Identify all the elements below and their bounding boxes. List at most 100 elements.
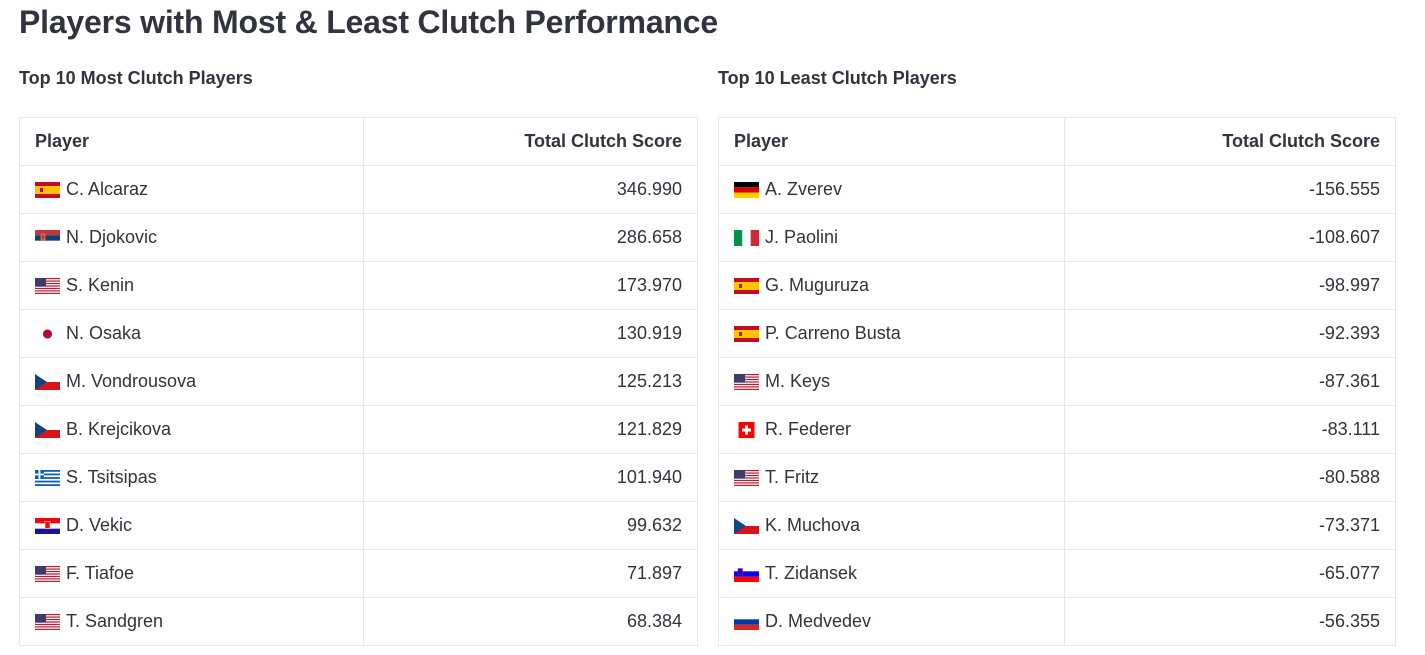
table-row[interactable]: P. Carreno Busta -92.393: [719, 310, 1395, 358]
player-cell[interactable]: S. Tsitsipas: [20, 454, 364, 501]
table-row[interactable]: D. Medvedev -56.355: [719, 598, 1395, 646]
player-name: D. Medvedev: [765, 611, 872, 631]
clutch-score-cell[interactable]: 71.897: [626, 563, 682, 583]
table-row[interactable]: T. Zidansek -65.077: [719, 550, 1395, 598]
clutch-score-cell[interactable]: -73.371: [1318, 515, 1380, 535]
player-cell[interactable]: N. Osaka: [20, 310, 364, 357]
serbia-flag-icon: [35, 229, 60, 246]
japan-flag-icon: [35, 325, 60, 342]
player-cell[interactable]: S. Kenin: [20, 262, 364, 309]
player-name: M. Vondrousova: [66, 371, 197, 391]
usa-flag-icon: [35, 613, 60, 630]
player-name: T. Sandgren: [66, 611, 164, 631]
table-row[interactable]: C. Alcaraz 346.990: [20, 166, 697, 214]
table-row[interactable]: J. Paolini -108.607: [719, 214, 1395, 262]
spain-flag-icon: [35, 181, 60, 198]
clutch-score-cell[interactable]: -83.111: [1321, 419, 1380, 439]
table-row[interactable]: R. Federer -83.111: [719, 406, 1395, 454]
clutch-score-cell[interactable]: 130.919: [616, 323, 682, 343]
player-name: A. Zverev: [765, 179, 843, 199]
clutch-score-cell[interactable]: 99.632: [626, 515, 682, 535]
clutch-score-cell[interactable]: -156.555: [1308, 179, 1380, 199]
clutch-score-cell[interactable]: 121.829: [616, 419, 682, 439]
italy-flag-icon: [734, 229, 759, 246]
most-clutch-title: Top 10 Most Clutch Players: [19, 68, 253, 88]
usa-flag-icon: [35, 565, 60, 582]
player-cell[interactable]: D. Vekic: [20, 502, 364, 549]
player-cell[interactable]: B. Krejcikova: [20, 406, 364, 453]
table-row[interactable]: G. Muguruza -98.997: [719, 262, 1395, 310]
greece-flag-icon: [35, 469, 60, 486]
player-name: P. Carreno Busta: [765, 323, 901, 343]
player-name: S. Kenin: [66, 275, 135, 295]
table-row[interactable]: A. Zverev -156.555: [719, 166, 1395, 214]
player-cell[interactable]: T. Fritz: [719, 454, 1065, 501]
clutch-score-cell[interactable]: 125.213: [616, 371, 682, 391]
table-header-row: Player Total Clutch Score: [719, 118, 1395, 166]
clutch-score-cell[interactable]: -108.607: [1308, 227, 1380, 247]
player-name: R. Federer: [765, 419, 852, 439]
player-name: M. Keys: [765, 371, 831, 391]
clutch-score-cell[interactable]: -80.588: [1318, 467, 1380, 487]
player-cell[interactable]: R. Federer: [719, 406, 1065, 453]
russia-flag-icon: [734, 613, 759, 630]
clutch-score-cell[interactable]: -87.361: [1318, 371, 1380, 391]
score-column-header[interactable]: Total Clutch Score: [1222, 131, 1380, 151]
table-header-row: Player Total Clutch Score: [20, 118, 697, 166]
player-cell[interactable]: P. Carreno Busta: [719, 310, 1065, 357]
player-cell[interactable]: M. Vondrousova: [20, 358, 364, 405]
croatia-flag-icon: [35, 517, 60, 534]
clutch-score-cell[interactable]: 346.990: [616, 179, 682, 199]
player-cell[interactable]: K. Muchova: [719, 502, 1065, 549]
player-name: N. Djokovic: [66, 227, 158, 247]
player-name: D. Vekic: [66, 515, 133, 535]
table-row[interactable]: M. Keys -87.361: [719, 358, 1395, 406]
table-row[interactable]: S. Tsitsipas 101.940: [20, 454, 697, 502]
table-row[interactable]: T. Fritz -80.588: [719, 454, 1395, 502]
usa-flag-icon: [734, 373, 759, 390]
player-name: T. Fritz: [765, 467, 819, 487]
clutch-score-cell[interactable]: 173.970: [616, 275, 682, 295]
table-row[interactable]: M. Vondrousova 125.213: [20, 358, 697, 406]
clutch-score-cell[interactable]: -65.077: [1318, 563, 1380, 583]
player-name: B. Krejcikova: [66, 419, 172, 439]
table-row[interactable]: K. Muchova -73.371: [719, 502, 1395, 550]
table-row[interactable]: B. Krejcikova 121.829: [20, 406, 697, 454]
clutch-score-cell[interactable]: 286.658: [616, 227, 682, 247]
table-row[interactable]: N. Osaka 130.919: [20, 310, 697, 358]
score-column-header[interactable]: Total Clutch Score: [524, 131, 682, 151]
player-cell[interactable]: G. Muguruza: [719, 262, 1065, 309]
player-name: G. Muguruza: [765, 275, 870, 295]
table-row[interactable]: S. Kenin 173.970: [20, 262, 697, 310]
page-title: Players with Most & Least Clutch Perform…: [19, 4, 718, 40]
usa-flag-icon: [35, 277, 60, 294]
table-row[interactable]: N. Djokovic 286.658: [20, 214, 697, 262]
czech-flag-icon: [35, 421, 60, 438]
most-clutch-table[interactable]: Player Total Clutch Score C. Alcaraz 346.…: [19, 117, 698, 646]
player-cell[interactable]: T. Zidansek: [719, 550, 1065, 597]
player-cell[interactable]: A. Zverev: [719, 166, 1065, 213]
least-clutch-table[interactable]: Player Total Clutch Score A. Zverev -156.…: [718, 117, 1396, 646]
player-cell[interactable]: N. Djokovic: [20, 214, 364, 261]
germany-flag-icon: [734, 181, 759, 198]
player-cell[interactable]: M. Keys: [719, 358, 1065, 405]
player-column-header[interactable]: Player: [20, 118, 364, 165]
table-row[interactable]: F. Tiafoe 71.897: [20, 550, 697, 598]
player-cell[interactable]: C. Alcaraz: [20, 166, 364, 213]
clutch-score-cell[interactable]: 101.940: [616, 467, 682, 487]
table-row[interactable]: D. Vekic 99.632: [20, 502, 697, 550]
player-cell[interactable]: F. Tiafoe: [20, 550, 364, 597]
table-row[interactable]: T. Sandgren 68.384: [20, 598, 697, 646]
least-clutch-title: Top 10 Least Clutch Players: [718, 68, 957, 88]
switzerland-flag-icon: [734, 421, 759, 438]
clutch-score-cell[interactable]: 68.384: [626, 611, 682, 631]
player-cell[interactable]: J. Paolini: [719, 214, 1065, 261]
clutch-score-cell[interactable]: -98.997: [1318, 275, 1380, 295]
clutch-score-cell[interactable]: -56.355: [1318, 611, 1380, 631]
clutch-score-cell[interactable]: -92.393: [1318, 323, 1380, 343]
player-cell[interactable]: D. Medvedev: [719, 598, 1065, 645]
slovenia-flag-icon: [734, 565, 759, 582]
player-column-header[interactable]: Player: [719, 118, 1065, 165]
usa-flag-icon: [734, 469, 759, 486]
player-cell[interactable]: T. Sandgren: [20, 598, 364, 645]
